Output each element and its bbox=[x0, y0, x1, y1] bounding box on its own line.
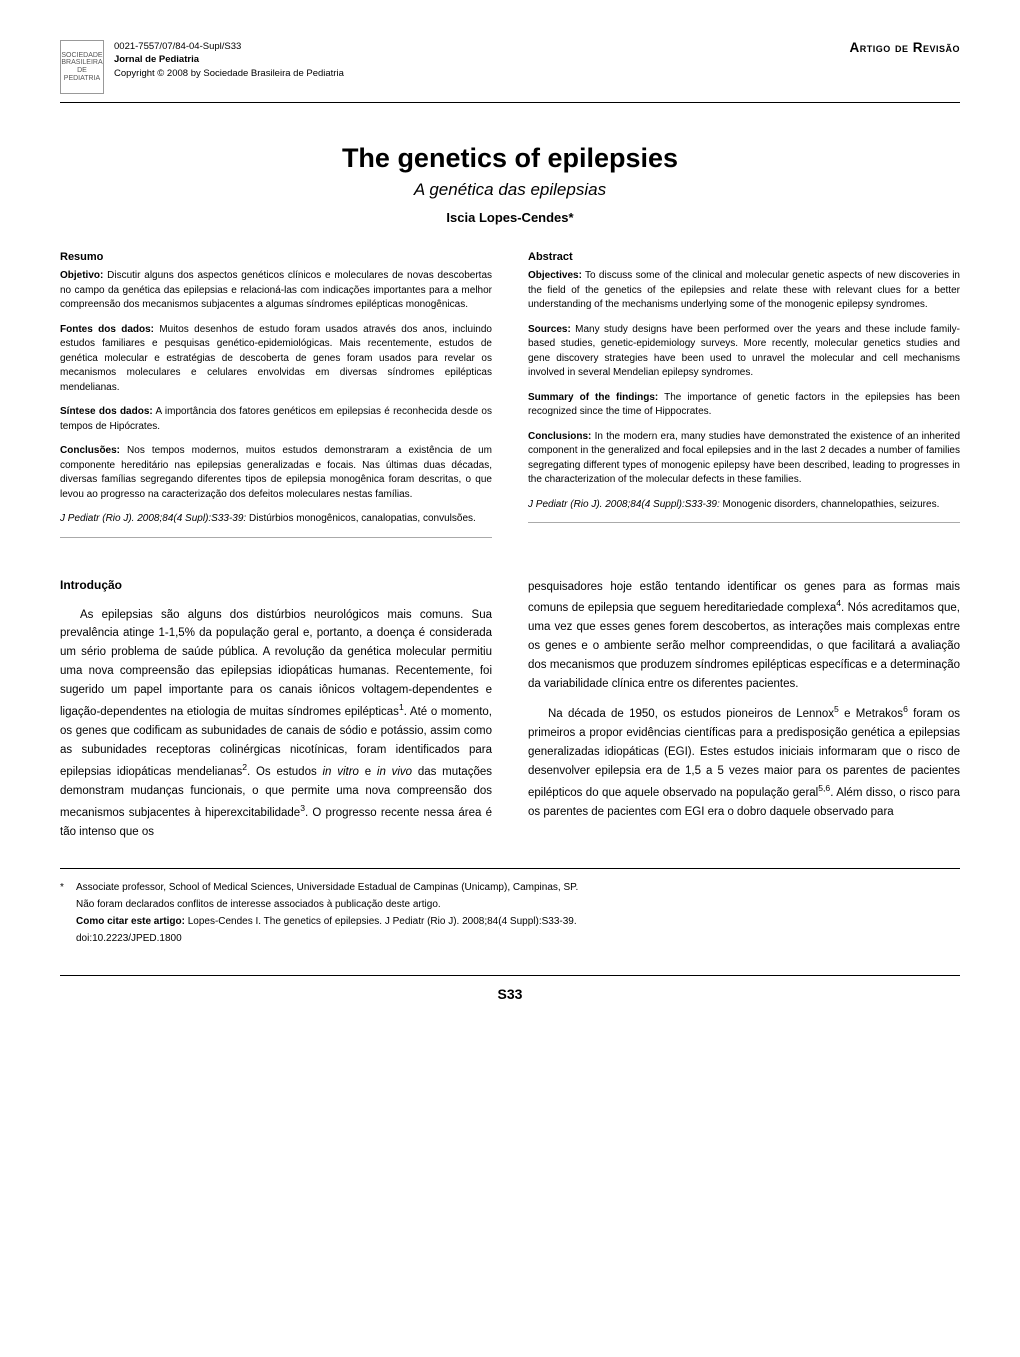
copyright-line: Copyright © 2008 by Sociedade Brasileira… bbox=[114, 67, 344, 80]
footnote-doi: doi:10.2223/JPED.1800 bbox=[76, 930, 182, 947]
body-paragraph-2: pesquisadores hoje estão tentando identi… bbox=[528, 578, 960, 695]
footnote-star: * bbox=[60, 879, 70, 896]
resumo-cite-tail: Distúrbios monogênicos, canalopatias, co… bbox=[246, 513, 476, 524]
abstract-columns: Resumo Objetivo: Discutir alguns dos asp… bbox=[60, 251, 960, 552]
abstract-objectives: Objectives: To discuss some of the clini… bbox=[528, 269, 960, 313]
footnote-affiliation: Associate professor, School of Medical S… bbox=[76, 879, 578, 896]
abstract-heading: Abstract bbox=[528, 251, 960, 263]
article-subtitle: A genética das epilepsias bbox=[60, 180, 960, 200]
resumo-objetivo-text: Discutir alguns dos aspectos genéticos c… bbox=[60, 270, 492, 310]
resumo-heading: Resumo bbox=[60, 251, 492, 263]
abstract-summary-label: Summary of the findings: bbox=[528, 392, 658, 403]
header-rule bbox=[60, 102, 960, 103]
resumo-cite-ital: J Pediatr (Rio J). 2008;84(4 Supl):S33-3… bbox=[60, 513, 246, 524]
body-paragraph-1: As epilepsias são alguns dos distúrbios … bbox=[60, 606, 492, 842]
abstract-sources-label: Sources: bbox=[528, 324, 571, 335]
resumo-sintese: Síntese dos dados: A importância dos fat… bbox=[60, 405, 492, 434]
abstract-sources-text: Many study designs have been performed o… bbox=[528, 324, 960, 379]
journal-name: Jornal de Pediatria bbox=[114, 53, 344, 66]
body-paragraph-3: Na década de 1950, os estudos pioneiros … bbox=[528, 702, 960, 821]
footnote-row-1: * Associate professor, School of Medical… bbox=[60, 879, 960, 896]
page-number: S33 bbox=[60, 986, 960, 1002]
journal-logo: SOCIEDADE BRASILEIRA DE PEDIATRIA bbox=[60, 40, 104, 94]
footnote-row-2: Não foram declarados conflitos de intere… bbox=[60, 896, 960, 913]
resumo-objetivo-label: Objetivo: bbox=[60, 270, 103, 281]
body-columns: Introdução As epilepsias são alguns dos … bbox=[60, 578, 960, 842]
resumo-fontes-label: Fontes dos dados: bbox=[60, 324, 154, 335]
footnote-block: * Associate professor, School of Medical… bbox=[60, 879, 960, 947]
abstract-cite-ital: J Pediatr (Rio J). 2008;84(4 Suppl):S33-… bbox=[528, 499, 720, 510]
abstract-citation: J Pediatr (Rio J). 2008;84(4 Suppl):S33-… bbox=[528, 498, 960, 513]
abstract-objectives-text: To discuss some of the clinical and mole… bbox=[528, 270, 960, 310]
body-col-left: Introdução As epilepsias são alguns dos … bbox=[60, 578, 492, 842]
resumo-conclusoes-label: Conclusões: bbox=[60, 445, 120, 456]
article-title: The genetics of epilepsies bbox=[60, 143, 960, 174]
abstract-conclusions-text: In the modern era, many studies have dem… bbox=[528, 431, 960, 486]
issn-line: 0021-7557/07/84-04-Supl/S33 bbox=[114, 40, 344, 53]
article-type-label: Artigo de Revisão bbox=[849, 40, 960, 55]
resumo-fontes: Fontes dos dados: Muitos desenhos de est… bbox=[60, 323, 492, 396]
abstract-sources: Sources: Many study designs have been pe… bbox=[528, 323, 960, 381]
abstract-column: Abstract Objectives: To discuss some of … bbox=[528, 251, 960, 552]
header-left: SOCIEDADE BRASILEIRA DE PEDIATRIA 0021-7… bbox=[60, 40, 344, 94]
footnote-howcite-label: Como citar este artigo: bbox=[76, 916, 185, 927]
page-header: SOCIEDADE BRASILEIRA DE PEDIATRIA 0021-7… bbox=[60, 40, 960, 94]
logo-text: SOCIEDADE BRASILEIRA DE PEDIATRIA bbox=[61, 52, 103, 83]
abstract-summary: Summary of the findings: The importance … bbox=[528, 391, 960, 420]
abstract-conclusions: Conclusions: In the modern era, many stu… bbox=[528, 430, 960, 488]
resumo-sintese-label: Síntese dos dados: bbox=[60, 406, 153, 417]
footnote-row-4: doi:10.2223/JPED.1800 bbox=[60, 930, 960, 947]
footnote-conflict: Não foram declarados conflitos de intere… bbox=[76, 896, 441, 913]
resumo-rule bbox=[60, 537, 492, 538]
introducao-heading: Introdução bbox=[60, 578, 492, 592]
footnote-row-3: Como citar este artigo: Lopes-Cendes I. … bbox=[60, 913, 960, 930]
resumo-conclusoes-text: Nos tempos modernos, muitos estudos demo… bbox=[60, 445, 492, 500]
footnote-howcite-text: Lopes-Cendes I. The genetics of epilepsi… bbox=[185, 916, 577, 927]
journal-meta: 0021-7557/07/84-04-Supl/S33 Jornal de Pe… bbox=[114, 40, 344, 80]
footnote-howcite: Como citar este artigo: Lopes-Cendes I. … bbox=[76, 913, 577, 930]
resumo-conclusoes: Conclusões: Nos tempos modernos, muitos … bbox=[60, 444, 492, 502]
body-col-right: pesquisadores hoje estão tentando identi… bbox=[528, 578, 960, 842]
page-rule bbox=[60, 975, 960, 976]
resumo-citation: J Pediatr (Rio J). 2008;84(4 Supl):S33-3… bbox=[60, 512, 492, 527]
footnote-rule bbox=[60, 868, 960, 869]
resumo-objetivo: Objetivo: Discutir alguns dos aspectos g… bbox=[60, 269, 492, 313]
abstract-objectives-label: Objectives: bbox=[528, 270, 582, 281]
article-author: Iscia Lopes-Cendes* bbox=[60, 210, 960, 225]
abstract-conclusions-label: Conclusions: bbox=[528, 431, 591, 442]
abstract-cite-tail: Monogenic disorders, channelopathies, se… bbox=[720, 499, 940, 510]
abstract-rule bbox=[528, 522, 960, 523]
resumo-column: Resumo Objetivo: Discutir alguns dos asp… bbox=[60, 251, 492, 552]
